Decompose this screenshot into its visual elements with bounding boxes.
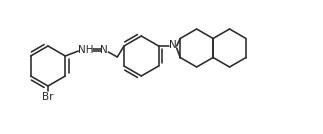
- Text: N: N: [169, 40, 176, 50]
- Text: NH: NH: [78, 45, 93, 55]
- Text: N: N: [100, 45, 108, 55]
- Text: Br: Br: [42, 92, 54, 102]
